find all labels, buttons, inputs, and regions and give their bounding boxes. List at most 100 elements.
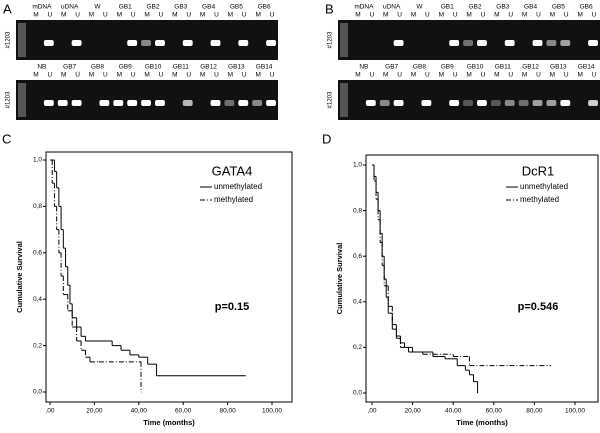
gel-band (43, 40, 54, 46)
x-tick-label: 40,00 (131, 408, 148, 415)
sublane-label: M (89, 72, 94, 79)
sublane-label: U (481, 12, 486, 19)
sublane-label: U (186, 72, 191, 79)
sublane-label: U (536, 72, 541, 79)
sublane-label: M (383, 72, 388, 79)
gel-band (477, 100, 487, 106)
lane-label: GB14 (578, 64, 595, 71)
lane-label: NB (37, 64, 46, 71)
sublane-label: M (439, 12, 444, 19)
lane-label: GB9 (441, 64, 454, 71)
gel-band (155, 40, 165, 46)
sublane-label: M (200, 72, 205, 79)
y-tick-label: 1,0 (353, 162, 362, 169)
marker-label: #1203 (328, 31, 334, 48)
sublane-label: U (242, 72, 247, 79)
gel-band (127, 40, 138, 46)
lane-label: GB6 (580, 4, 593, 11)
sublane-label: M (439, 72, 444, 79)
gel-band (155, 100, 165, 106)
sublane-label: U (242, 12, 247, 19)
sublane-label: U (159, 72, 164, 79)
gel-band (266, 100, 276, 106)
sublane-label: M (172, 72, 177, 79)
plot-frame (365, 154, 599, 403)
lane-label: GB8 (413, 64, 426, 71)
gel-band (588, 100, 598, 106)
x-tick-label: 80,00 (219, 408, 236, 415)
sublane-label: U (270, 72, 275, 79)
lane-label: GB9 (119, 64, 132, 71)
lane-label: W (94, 4, 101, 11)
lane-label: NB (359, 64, 368, 71)
sublane-label: M (550, 72, 555, 79)
sublane-label: M (466, 72, 471, 79)
sublane-label: U (75, 72, 80, 79)
gel-band (57, 100, 68, 106)
sublane-label: M (522, 72, 527, 79)
lane-label: GB8 (91, 64, 104, 71)
y-tick-label: 0,2 (353, 344, 362, 351)
sublane-label: M (255, 12, 260, 19)
gel-band (449, 100, 460, 106)
y-tick-label: 0,0 (353, 390, 362, 397)
gel-band (518, 100, 529, 106)
x-tick-label: 100,00 (565, 408, 585, 415)
sublane-label: M (61, 72, 66, 79)
sublane-label: U (103, 12, 108, 19)
lane-label: uDNA (61, 4, 79, 11)
lane-label: GB6 (258, 4, 271, 11)
sublane-label: M (200, 12, 205, 19)
gel-band (238, 40, 249, 46)
y-tick-label: 0,4 (353, 299, 362, 306)
annotation: p=0.15 (215, 301, 250, 313)
panel-letter: C (2, 131, 11, 146)
x-tick-label: ,00 (45, 408, 54, 415)
plot-frame (45, 151, 293, 403)
sublane-label: U (214, 12, 219, 19)
lane-label: GB5 (552, 4, 565, 11)
sublane-label: U (592, 72, 597, 79)
sublane-label: U (425, 72, 430, 79)
lane-label: GB5 (230, 4, 243, 11)
lane-label: GB1 (441, 4, 454, 11)
sublane-label: M (228, 72, 233, 79)
sublane-label: U (536, 12, 541, 19)
sublane-label: M (117, 12, 122, 19)
gel-band (43, 100, 54, 106)
lane-label: mDNA (32, 4, 52, 11)
sublane-label: M (577, 72, 582, 79)
gel-band (449, 40, 460, 46)
sublane-label: M (355, 72, 360, 79)
y-axis-label: Cumulative Survival (15, 241, 24, 313)
gel-band (182, 100, 193, 106)
sublane-label: U (564, 72, 569, 79)
x-tick-label: 80,00 (526, 408, 543, 415)
legend-label: methylated (214, 195, 253, 204)
size-marker-lane (340, 83, 348, 117)
sublane-label: M (494, 72, 499, 79)
gel-band (463, 100, 473, 106)
lane-label: GB2 (146, 4, 159, 11)
sublane-label: M (466, 12, 471, 19)
chart-title: GATA4 (212, 163, 253, 178)
gel-band (113, 100, 124, 106)
gel-band (560, 40, 571, 46)
y-axis-label: Cumulative Survival (335, 243, 344, 315)
gel-band (252, 100, 263, 106)
marker-label: #1203 (328, 91, 334, 108)
sublane-label: M (255, 72, 260, 79)
gel-band (393, 40, 404, 46)
gel-band (210, 100, 221, 106)
size-marker-lane (340, 23, 348, 57)
gel-band (532, 100, 543, 106)
sublane-label: U (564, 12, 569, 19)
lane-label: W (416, 4, 423, 11)
y-tick-label: 0,4 (33, 296, 42, 303)
sublane-label: U (508, 72, 513, 79)
lane-label: GB3 (174, 4, 187, 11)
sublane-label: M (494, 12, 499, 19)
y-tick-label: 0,0 (33, 389, 42, 396)
sublane-label: M (117, 72, 122, 79)
gel-band (224, 100, 235, 106)
